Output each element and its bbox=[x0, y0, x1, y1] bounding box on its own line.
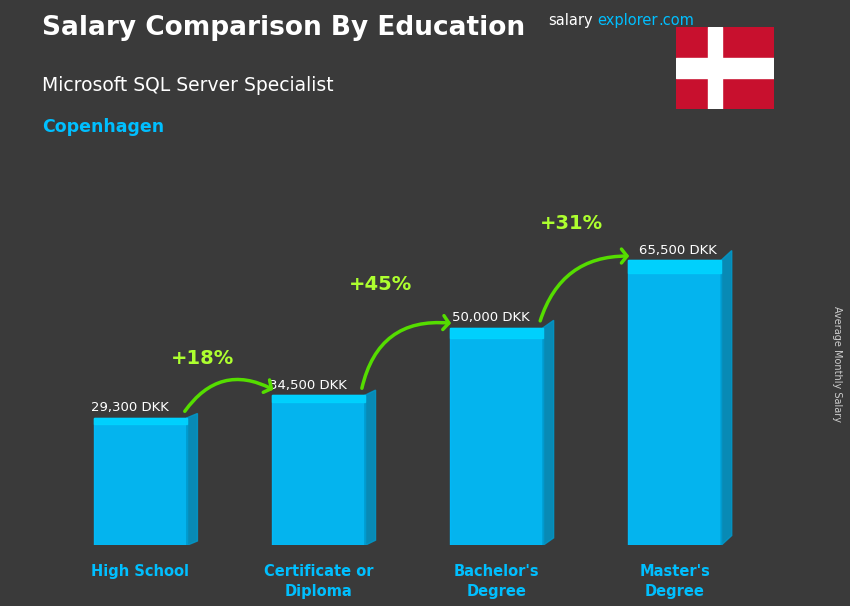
Bar bbox=[450, 328, 543, 338]
Polygon shape bbox=[187, 413, 197, 545]
Bar bbox=[272, 395, 365, 545]
Bar bbox=[94, 418, 187, 424]
Text: Salary Comparison By Education: Salary Comparison By Education bbox=[42, 15, 525, 41]
Text: salary: salary bbox=[548, 13, 592, 28]
Text: +45%: +45% bbox=[349, 275, 412, 294]
Bar bbox=[628, 261, 721, 273]
Text: .com: .com bbox=[659, 13, 694, 28]
Polygon shape bbox=[365, 390, 376, 545]
Text: 34,500 DKK: 34,500 DKK bbox=[269, 379, 347, 392]
Polygon shape bbox=[721, 250, 732, 545]
Text: 50,000 DKK: 50,000 DKK bbox=[452, 311, 530, 324]
Bar bbox=[708, 27, 722, 109]
Text: Microsoft SQL Server Specialist: Microsoft SQL Server Specialist bbox=[42, 76, 334, 95]
Text: +18%: +18% bbox=[171, 349, 235, 368]
Polygon shape bbox=[543, 321, 553, 545]
Text: 65,500 DKK: 65,500 DKK bbox=[639, 244, 717, 257]
Text: 29,300 DKK: 29,300 DKK bbox=[91, 401, 168, 415]
Text: +31%: +31% bbox=[540, 214, 603, 233]
Bar bbox=[676, 58, 774, 78]
Text: Copenhagen: Copenhagen bbox=[42, 118, 165, 136]
Bar bbox=[272, 395, 365, 402]
Bar bbox=[94, 418, 187, 545]
Text: explorer: explorer bbox=[598, 13, 658, 28]
Bar bbox=[450, 328, 543, 545]
Text: Average Monthly Salary: Average Monthly Salary bbox=[832, 305, 842, 422]
Bar bbox=[628, 261, 721, 545]
